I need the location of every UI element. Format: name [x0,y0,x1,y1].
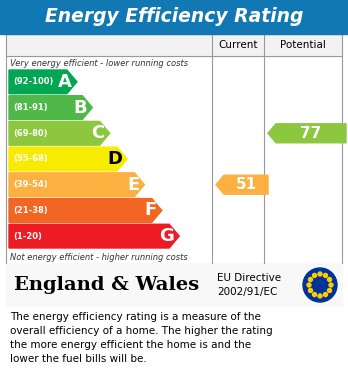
Bar [6,34,342,264]
Text: (21-38): (21-38) [13,206,48,215]
Polygon shape [9,199,162,222]
Text: C: C [92,124,105,142]
Text: Potential: Potential [280,40,326,50]
Circle shape [313,273,316,278]
Circle shape [318,272,322,276]
Circle shape [329,283,333,287]
Text: Very energy efficient - lower running costs: Very energy efficient - lower running co… [10,59,188,68]
Circle shape [327,278,332,282]
Bar [6,264,342,306]
Polygon shape [9,224,179,248]
Polygon shape [9,147,127,171]
Text: 51: 51 [236,177,256,192]
Text: Energy Efficiency Rating: Energy Efficiency Rating [45,7,303,27]
Text: (92-100): (92-100) [13,77,53,86]
Circle shape [308,289,313,292]
Text: G: G [159,227,174,245]
Circle shape [313,292,316,296]
Text: 77: 77 [300,126,322,141]
Polygon shape [9,70,77,94]
Text: (55-68): (55-68) [13,154,48,163]
Text: (1-20): (1-20) [13,231,42,240]
Text: EU Directive
2002/91/EC: EU Directive 2002/91/EC [217,273,281,297]
Circle shape [318,294,322,298]
Text: The energy efficiency rating is a measure of the
overall efficiency of a home. T: The energy efficiency rating is a measur… [10,312,272,364]
Text: B: B [74,99,87,117]
Bar [6,34,342,56]
Polygon shape [9,96,92,119]
Circle shape [324,292,327,296]
Circle shape [327,289,332,292]
Circle shape [303,268,337,302]
Polygon shape [9,173,144,197]
Polygon shape [9,122,110,145]
Circle shape [324,273,327,278]
Bar [0,0,348,34]
Polygon shape [216,175,268,194]
Text: England & Wales: England & Wales [14,276,199,294]
Text: (39-54): (39-54) [13,180,48,189]
Circle shape [308,278,313,282]
Text: D: D [107,150,122,168]
Text: (81-91): (81-91) [13,103,48,112]
Circle shape [307,283,311,287]
Text: (69-80): (69-80) [13,129,47,138]
Text: E: E [127,176,140,194]
Text: A: A [58,73,72,91]
Polygon shape [268,124,346,143]
Text: Not energy efficient - higher running costs: Not energy efficient - higher running co… [10,253,188,262]
Text: F: F [144,201,157,219]
Text: Current: Current [218,40,258,50]
